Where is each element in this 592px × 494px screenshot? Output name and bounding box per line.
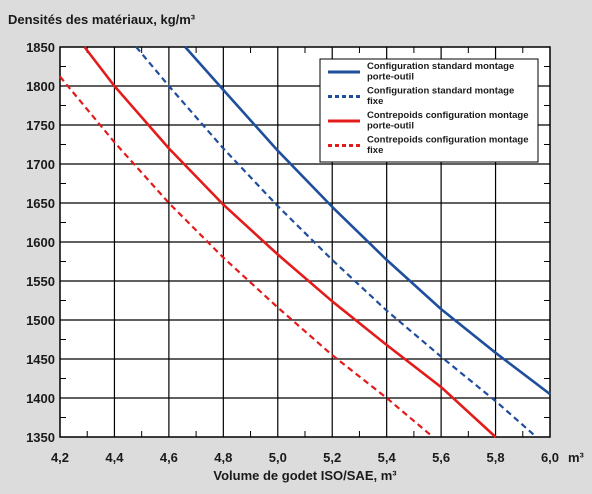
series-lines	[59, 46, 551, 438]
series-line-2	[135, 46, 538, 438]
x-tick-label: 5,4	[378, 450, 397, 465]
y-tick-label: 1450	[26, 352, 55, 367]
y-tick-label: 1400	[26, 391, 55, 406]
y-tick-label: 1750	[26, 118, 55, 133]
x-axis-unit: m³	[568, 450, 585, 465]
y-tick-label: 1350	[26, 430, 55, 445]
legend-label-1: Configuration standard montage porte-outi…	[367, 61, 514, 83]
y-tick-label: 1600	[26, 235, 55, 250]
series-line-4	[59, 75, 434, 438]
legend-label-2: Configuration standard montage fixe	[367, 86, 514, 108]
legend-label-4: Contrepoids configuration montage fixe	[367, 135, 529, 157]
legend-label-3: Contrepoids configuration montage porte-o…	[367, 110, 529, 132]
x-tick-label: 4,6	[160, 450, 178, 465]
y-tick-label: 1650	[26, 196, 55, 211]
x-axis-label: Volume de godet ISO/SAE, m³	[213, 468, 397, 483]
y-tick-label: 1850	[26, 40, 55, 55]
x-tick-label: 4,2	[51, 450, 69, 465]
legend: Configuration standard montage porte-outi…	[319, 58, 539, 163]
series-line-1	[184, 46, 551, 396]
y-tick-label: 1500	[26, 313, 55, 328]
x-tick-label: 5,2	[323, 450, 341, 465]
x-tick-label: 6,0	[541, 450, 559, 465]
y-tick-label: 1800	[26, 79, 55, 94]
y-axis-tick-labels: 1850 1800 1750 1700 1650 1600 1550 1500 1450 1400…	[26, 40, 55, 445]
grid-lines	[60, 47, 550, 437]
x-tick-label: 4,8	[214, 450, 232, 465]
x-axis-tick-labels: 4,2 4,4 4,6 4,8 5,0 5,2 5,4 5,6 5,8 6,0	[51, 450, 559, 465]
y-tick-label: 1550	[26, 274, 55, 289]
y-tick-label: 1700	[26, 157, 55, 172]
x-tick-label: 4,4	[105, 450, 124, 465]
x-tick-label: 5,8	[487, 450, 505, 465]
x-tick-label: 5,6	[432, 450, 450, 465]
series-line-3	[83, 46, 497, 438]
x-tick-label: 5,0	[269, 450, 287, 465]
chart-title: Densités des matériaux, kg/m³	[8, 12, 196, 27]
